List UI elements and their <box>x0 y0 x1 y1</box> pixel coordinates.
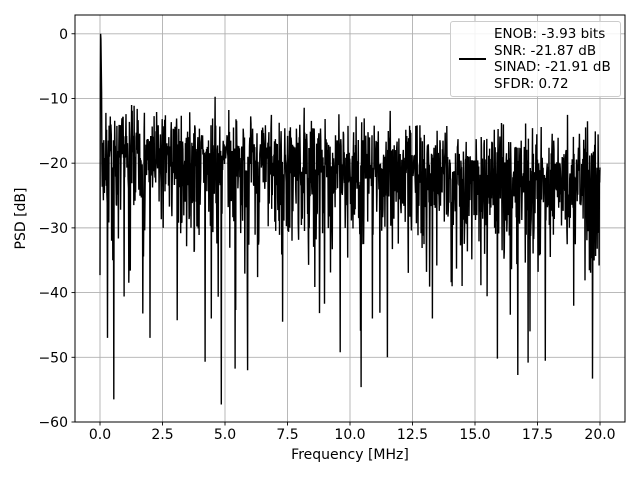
x-tick-label: 20.0 <box>584 427 615 443</box>
legend-sfdr: SFDR: 0.72 <box>494 75 569 92</box>
x-tick-label: 15.0 <box>459 427 490 443</box>
legend: ENOB: -3.93 bits SNR: -21.87 dB SINAD: -… <box>450 21 621 97</box>
legend-line-sample-icon <box>459 58 486 60</box>
series-layer <box>99 33 601 405</box>
y-tick-label: 0 <box>59 27 68 43</box>
x-tick-label: 10.0 <box>334 427 365 443</box>
x-tick-label: 17.5 <box>522 427 553 443</box>
legend-sinad: SINAD: -21.91 dB <box>494 59 611 75</box>
legend-enob: ENOB: -3.93 bits <box>494 26 606 42</box>
psd-series-line <box>99 33 601 405</box>
y-tick-label: −60 <box>38 415 68 431</box>
y-tick-label: −40 <box>38 286 68 302</box>
tick-layer: 0.0 2.5 5.0 7.5 10.0 12.5 15.0 17.5 20.0 0 −10 −20 −… <box>38 27 615 443</box>
y-tick-label: −30 <box>38 221 68 237</box>
x-tick-label: 0.0 <box>89 427 111 443</box>
legend-snr: SNR: -21.87 dB <box>494 42 597 59</box>
x-tick-label: 5.0 <box>214 427 236 443</box>
y-tick-label: −10 <box>38 91 68 107</box>
y-axis-label: PSD [dB] <box>13 188 29 250</box>
x-tick-label: 2.5 <box>151 427 173 443</box>
x-axis-label: Frequency [MHz] <box>291 447 409 463</box>
x-tick-label: 7.5 <box>276 427 298 443</box>
x-tick-label: 12.5 <box>397 427 428 443</box>
y-tick-label: −50 <box>38 350 68 366</box>
legend-stats: ENOB: -3.93 bits SNR: -21.87 dB SINAD: -… <box>494 26 611 92</box>
y-tick-label: −20 <box>38 156 68 172</box>
